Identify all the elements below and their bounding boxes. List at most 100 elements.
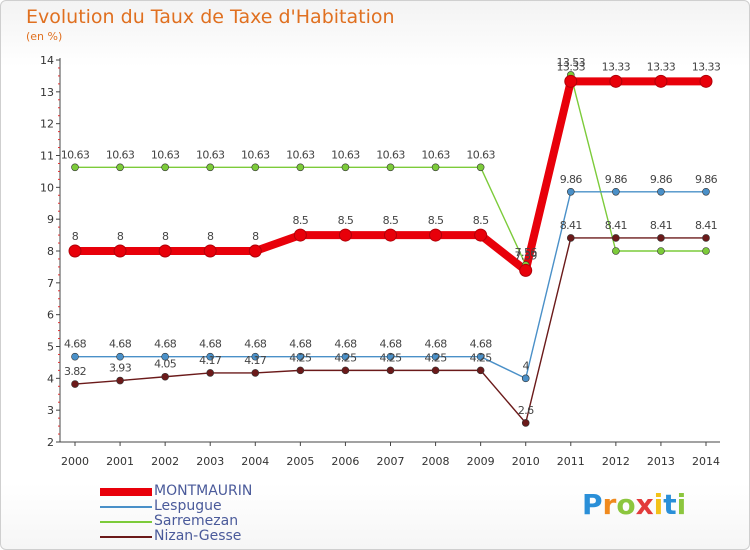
data-label-nizan-gesse: 2.6 bbox=[518, 404, 534, 417]
data-point-sarremezan bbox=[206, 163, 215, 172]
y-tick-label: 9 bbox=[47, 213, 54, 226]
data-point-lespugue bbox=[476, 352, 485, 361]
data-point-sarremezan bbox=[612, 247, 620, 255]
data-label-montmaurin: 13.33 bbox=[647, 60, 676, 73]
data-label-lespugue: 4.68 bbox=[109, 338, 132, 351]
y-tick-label: 11 bbox=[40, 150, 54, 163]
data-point-montmaurin bbox=[564, 74, 578, 88]
data-label-nizan-gesse: 8.41 bbox=[560, 219, 582, 232]
y-tick-label: 2 bbox=[47, 436, 54, 449]
data-label-nizan-gesse: 3.82 bbox=[64, 365, 86, 378]
data-point-montmaurin bbox=[248, 244, 262, 258]
data-point-sarremezan bbox=[702, 247, 710, 255]
data-label-montmaurin: 8 bbox=[207, 230, 214, 243]
data-point-montmaurin bbox=[384, 228, 397, 242]
x-tick-label: 2001 bbox=[106, 455, 134, 468]
data-point-lespugue bbox=[206, 352, 215, 361]
x-tick-label: 2000 bbox=[61, 455, 89, 468]
x-tick-label: 2011 bbox=[557, 455, 585, 468]
data-label-sarremezan: 10.63 bbox=[466, 148, 495, 161]
data-point-lespugue bbox=[386, 352, 395, 361]
data-label-sarremezan: 10.63 bbox=[106, 148, 135, 161]
data-label-nizan-gesse: 4.25 bbox=[289, 351, 312, 364]
data-point-nizan-gesse bbox=[296, 366, 305, 375]
data-point-lespugue bbox=[702, 187, 710, 196]
chart-subtitle: (en %) bbox=[26, 30, 63, 43]
y-tick-label: 7 bbox=[47, 277, 54, 290]
data-label-lespugue: 4.68 bbox=[334, 338, 357, 351]
data-label-montmaurin: 8 bbox=[252, 230, 259, 243]
data-point-sarremezan bbox=[476, 163, 485, 172]
y-tick-label: 13 bbox=[40, 86, 54, 99]
y-tick-label: 6 bbox=[47, 309, 54, 322]
data-label-sarremezan: 10.63 bbox=[61, 148, 90, 161]
data-point-montmaurin bbox=[429, 228, 443, 242]
logo-letter: x bbox=[635, 488, 654, 521]
legend-label: Sarremezan bbox=[154, 513, 239, 529]
data-point-nizan-gesse bbox=[386, 366, 395, 375]
data-label-nizan-gesse: 4.25 bbox=[470, 351, 493, 364]
logo-letter: i bbox=[676, 488, 687, 521]
data-label-nizan-gesse: 8.41 bbox=[650, 219, 672, 232]
data-label-montmaurin: 8 bbox=[72, 230, 79, 243]
data-label-lespugue: 4 bbox=[523, 359, 530, 372]
data-label-lespugue: 9.86 bbox=[560, 173, 583, 186]
data-point-sarremezan bbox=[116, 163, 124, 172]
legend-label: Lespugue bbox=[154, 498, 222, 514]
data-label-montmaurin: 13.33 bbox=[557, 60, 586, 73]
x-tick-label: 2013 bbox=[647, 455, 675, 468]
data-label-lespugue: 4.68 bbox=[470, 338, 493, 351]
legend-item-montmaurin: MONTMAURIN bbox=[100, 484, 252, 499]
data-point-montmaurin bbox=[203, 244, 217, 258]
data-point-lespugue bbox=[341, 352, 350, 361]
y-tick-label: 4 bbox=[47, 372, 54, 385]
data-point-sarremezan bbox=[296, 163, 305, 172]
logo-letter: r bbox=[602, 488, 617, 521]
data-label-sarremezan: 10.63 bbox=[421, 148, 450, 161]
data-label-montmaurin: 8.5 bbox=[473, 214, 489, 227]
data-point-sarremezan bbox=[386, 163, 395, 172]
data-label-sarremezan: 10.63 bbox=[286, 148, 315, 161]
data-label-lespugue: 4.68 bbox=[244, 338, 267, 351]
data-label-nizan-gesse: 4.25 bbox=[379, 351, 402, 364]
data-label-nizan-gesse: 4.25 bbox=[425, 351, 448, 364]
data-point-montmaurin bbox=[609, 74, 623, 88]
data-label-sarremezan: 10.63 bbox=[331, 148, 360, 161]
legend-item-lespugue: Lespugue bbox=[100, 499, 252, 514]
legend-swatch bbox=[100, 520, 152, 523]
data-point-sarremezan bbox=[251, 163, 260, 172]
legend: MONTMAURIN Lespugue Sarremezan Nizan-Gesse bbox=[100, 484, 252, 544]
data-point-nizan-gesse bbox=[702, 234, 710, 242]
data-point-nizan-gesse bbox=[431, 366, 440, 375]
legend-swatch bbox=[100, 505, 152, 508]
data-point-lespugue bbox=[116, 352, 124, 361]
x-tick-label: 2004 bbox=[241, 455, 269, 468]
data-point-sarremezan bbox=[431, 163, 440, 172]
data-label-lespugue: 4.68 bbox=[425, 338, 448, 351]
data-point-lespugue bbox=[612, 187, 620, 196]
data-label-lespugue: 9.86 bbox=[605, 173, 628, 186]
x-tick-label: 2008 bbox=[422, 455, 450, 468]
y-tick-label: 10 bbox=[40, 181, 54, 194]
x-tick-label: 2007 bbox=[377, 455, 405, 468]
data-point-nizan-gesse bbox=[476, 366, 485, 375]
data-point-nizan-gesse bbox=[206, 369, 215, 377]
data-label-nizan-gesse: 8.41 bbox=[605, 219, 627, 232]
data-label-sarremezan: 10.63 bbox=[376, 148, 405, 161]
data-point-sarremezan bbox=[657, 247, 665, 255]
legend-item-sarremezan: Sarremezan bbox=[100, 514, 252, 529]
data-label-sarremezan: 7.56 bbox=[515, 246, 538, 259]
data-point-lespugue bbox=[431, 352, 440, 361]
data-point-montmaurin bbox=[699, 74, 713, 88]
data-label-montmaurin: 8.5 bbox=[428, 214, 444, 227]
data-label-lespugue: 4.68 bbox=[199, 338, 222, 351]
data-label-montmaurin: 8.5 bbox=[383, 214, 399, 227]
data-point-montmaurin bbox=[654, 74, 668, 88]
y-tick-label: 14 bbox=[40, 54, 54, 67]
y-tick-label: 5 bbox=[47, 341, 54, 354]
data-label-lespugue: 9.86 bbox=[650, 173, 673, 186]
data-label-montmaurin: 8.5 bbox=[338, 214, 354, 227]
x-tick-label: 2014 bbox=[692, 455, 720, 468]
x-tick-label: 2002 bbox=[151, 455, 179, 468]
data-label-sarremezan: 13.53 bbox=[557, 56, 586, 69]
